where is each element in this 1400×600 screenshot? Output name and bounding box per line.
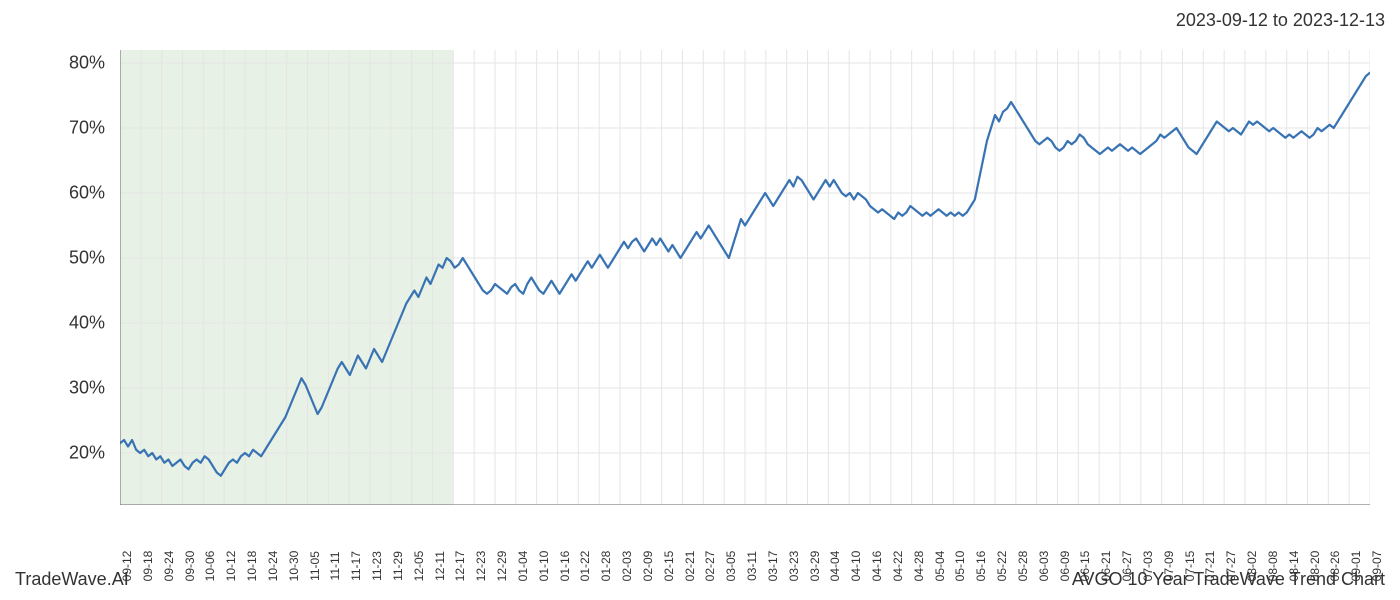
x-tick-label: 09-18 — [141, 551, 155, 582]
y-tick-label: 60% — [69, 183, 105, 204]
x-tick-label: 05-28 — [1016, 551, 1030, 582]
x-tick-label: 04-10 — [849, 551, 863, 582]
brand-label: TradeWave.AI — [15, 569, 129, 590]
x-tick-label: 05-16 — [974, 551, 988, 582]
x-tick-label: 01-04 — [516, 551, 530, 582]
y-tick-label: 80% — [69, 52, 105, 73]
x-tick-label: 08-02 — [1245, 551, 1259, 582]
y-tick-label: 70% — [69, 117, 105, 138]
x-tick-label: 02-21 — [683, 551, 697, 582]
x-tick-label: 07-21 — [1203, 551, 1217, 582]
x-tick-label: 11-11 — [328, 552, 342, 581]
x-tick-label: 09-01 — [1349, 551, 1363, 582]
x-tick-label: 06-03 — [1037, 551, 1051, 582]
x-tick-label: 02-03 — [620, 551, 634, 582]
x-tick-label: 04-28 — [912, 551, 926, 582]
x-tick-label: 04-22 — [891, 551, 905, 582]
x-tick-label: 11-23 — [370, 551, 384, 581]
x-tick-label: 09-30 — [183, 551, 197, 582]
x-tick-label: 11-05 — [308, 551, 322, 581]
x-tick-label: 09-24 — [162, 551, 176, 582]
x-tick-label: 02-09 — [641, 551, 655, 582]
x-tick-label: 10-18 — [245, 551, 259, 582]
x-tick-label: 10-12 — [224, 551, 238, 582]
x-tick-label: 03-17 — [766, 551, 780, 582]
x-tick-label: 12-23 — [474, 551, 488, 582]
x-tick-label: 08-14 — [1287, 551, 1301, 582]
x-tick-label: 11-17 — [349, 551, 363, 581]
x-tick-label: 07-03 — [1141, 551, 1155, 582]
x-tick-label: 02-15 — [662, 551, 676, 582]
x-tick-label: 02-27 — [703, 551, 717, 582]
x-tick-label: 05-04 — [933, 551, 947, 582]
x-tick-label: 01-10 — [537, 551, 551, 582]
x-tick-label: 09-07 — [1370, 551, 1384, 582]
x-tick-label: 06-27 — [1120, 551, 1134, 582]
x-tick-label: 12-17 — [453, 551, 467, 582]
x-tick-label: 10-06 — [203, 551, 217, 582]
x-tick-label: 01-22 — [578, 551, 592, 582]
x-tick-label: 07-27 — [1224, 551, 1238, 582]
x-tick-label: 08-20 — [1308, 551, 1322, 582]
x-tick-label: 12-11 — [433, 551, 447, 581]
x-tick-label: 11-29 — [391, 551, 405, 581]
y-tick-label: 30% — [69, 378, 105, 399]
x-tick-label: 06-21 — [1099, 551, 1113, 582]
date-range-label: 2023-09-12 to 2023-12-13 — [1176, 10, 1385, 31]
y-tick-label: 40% — [69, 313, 105, 334]
y-axis-labels: 20% 30% 40% 50% 60% 70% 80% — [0, 50, 115, 505]
line-chart — [120, 50, 1370, 505]
x-tick-label: 05-10 — [953, 551, 967, 582]
x-tick-label: 08-26 — [1328, 551, 1342, 582]
x-tick-label: 12-29 — [495, 551, 509, 582]
chart-container — [120, 50, 1370, 505]
x-tick-label: 12-05 — [412, 551, 426, 582]
x-axis-labels: 09-1209-1809-2409-3010-0610-1210-1810-24… — [120, 508, 1370, 570]
x-tick-label: 06-15 — [1078, 551, 1092, 582]
x-tick-label: 03-11 — [745, 551, 759, 581]
x-tick-label: 07-09 — [1162, 551, 1176, 582]
x-tick-label: 07-15 — [1183, 551, 1197, 582]
y-tick-label: 50% — [69, 248, 105, 269]
x-tick-label: 04-04 — [828, 551, 842, 582]
x-tick-label: 10-24 — [266, 551, 280, 582]
x-tick-label: 01-16 — [558, 551, 572, 582]
x-tick-label: 03-29 — [808, 551, 822, 582]
x-tick-label: 03-23 — [787, 551, 801, 582]
x-tick-label: 06-09 — [1058, 551, 1072, 582]
x-tick-label: 08-08 — [1266, 551, 1280, 582]
x-tick-label: 10-30 — [287, 551, 301, 582]
x-tick-label: 05-22 — [995, 551, 1009, 582]
x-tick-label: 01-28 — [599, 551, 613, 582]
x-tick-label: 04-16 — [870, 551, 884, 582]
y-tick-label: 20% — [69, 443, 105, 464]
x-tick-label: 09-12 — [120, 551, 134, 582]
x-tick-label: 03-05 — [724, 551, 738, 582]
